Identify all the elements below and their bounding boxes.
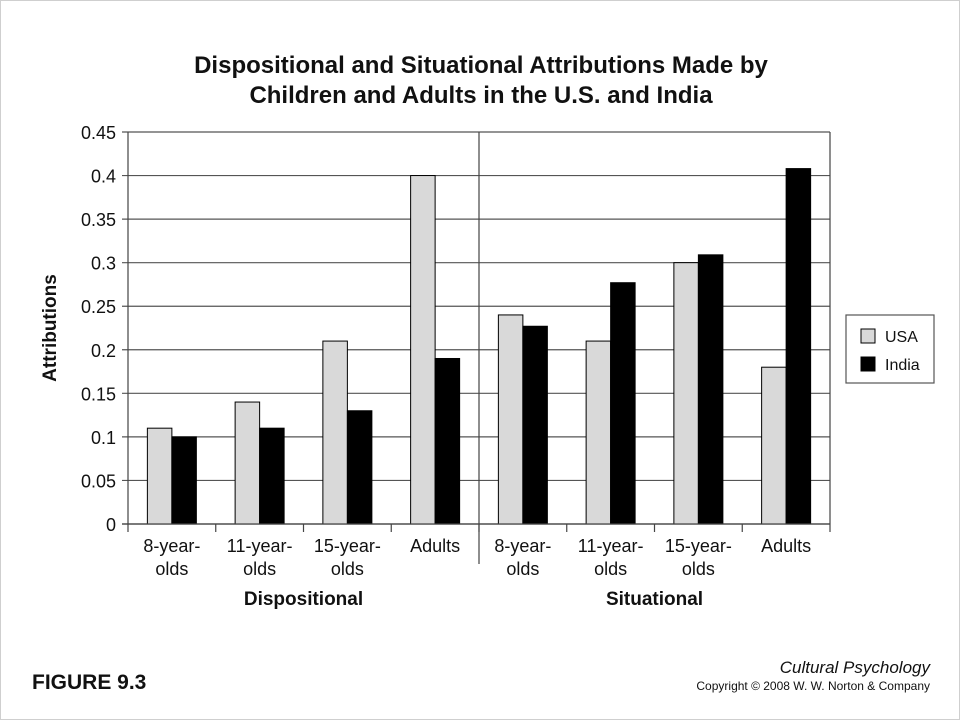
x-group-label: Situational	[606, 589, 703, 610]
legend-box	[845, 314, 935, 384]
bar-india	[259, 427, 285, 525]
x-category-label: 15-year-	[314, 536, 381, 556]
y-tick-label: 0.2	[91, 341, 116, 361]
y-tick-label: 0.35	[81, 210, 116, 230]
legend-label-usa: USA	[885, 329, 918, 346]
y-tick-label: 0.1	[91, 428, 116, 448]
bar-india	[434, 357, 461, 525]
x-category-label: olds	[682, 559, 715, 579]
x-group-label: Dispositional	[244, 589, 363, 610]
bar-india	[610, 282, 636, 525]
bar-usa	[234, 401, 261, 525]
y-tick-label: 0.05	[81, 471, 116, 491]
bar-india	[522, 325, 548, 525]
legend-label-india: India	[885, 357, 920, 374]
y-axis-label: Attributions	[40, 274, 61, 382]
chart-title-line-1: Dispositional and Situational Attributio…	[194, 52, 768, 79]
bar-usa	[410, 175, 436, 525]
y-tick-label: 0.15	[81, 384, 116, 404]
bar-india	[785, 168, 812, 525]
legend-swatch-india	[860, 356, 876, 372]
y-tick-label: 0.4	[91, 167, 116, 187]
x-category-label: olds	[243, 559, 276, 579]
x-category-label: 11-year-	[227, 536, 293, 556]
book-title: Cultural Psychology	[779, 658, 930, 677]
bar-usa	[497, 314, 524, 525]
bar-usa	[673, 262, 699, 525]
y-tick-label: 0.45	[81, 123, 116, 143]
x-category-label: Adults	[761, 536, 811, 556]
x-category-label: olds	[594, 559, 627, 579]
x-category-label: olds	[506, 559, 539, 579]
y-tick-label: 0.3	[91, 254, 116, 274]
x-category-label: 8-year-	[494, 536, 551, 556]
x-category-label: olds	[331, 559, 364, 579]
bar-usa	[585, 340, 612, 525]
x-category-label: 15-year-	[665, 536, 732, 556]
copyright-notice: Copyright © 2008 W. W. Norton & Company	[696, 679, 930, 693]
x-category-label: 11-year-	[578, 536, 644, 556]
chart-title: Dispositional and Situational Attributio…	[1, 51, 960, 111]
y-tick-label: 0.25	[81, 297, 116, 317]
bar-india	[171, 436, 197, 525]
legend-swatch-usa	[860, 328, 876, 344]
y-tick-label: 0	[106, 515, 116, 535]
bar-usa	[322, 340, 348, 525]
bar-usa	[761, 366, 787, 525]
bar-india	[697, 254, 724, 525]
x-category-label: 8-year-	[143, 536, 200, 556]
bar-usa	[146, 427, 173, 525]
x-category-label: olds	[155, 559, 188, 579]
chart-title-line-2: Children and Adults in the U.S. and Indi…	[249, 82, 713, 109]
bar-india	[346, 410, 373, 525]
figure-label: FIGURE 9.3	[32, 671, 147, 694]
x-category-label: Adults	[410, 536, 460, 556]
